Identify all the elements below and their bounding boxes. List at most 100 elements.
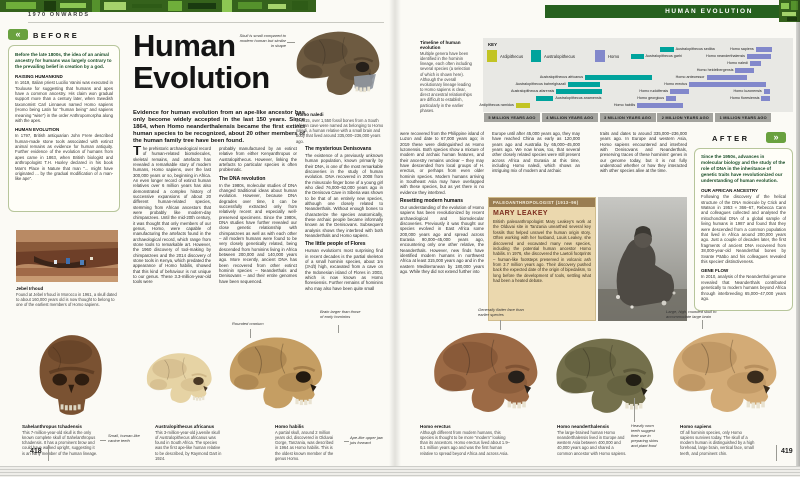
- leader-line: [702, 320, 703, 329]
- timeline-bar: [660, 47, 674, 52]
- timeline-bar-label: Homo antecessor: [675, 75, 705, 79]
- before-label: BEFORE: [33, 31, 80, 40]
- flores-text: Human evolution's most surprising find i…: [305, 248, 383, 291]
- timeline-caption: Multiple genera have been identified in …: [420, 51, 472, 113]
- skull-caption-text: Although different from modern humans, t…: [420, 430, 510, 456]
- page-gutter: [389, 0, 401, 466]
- biography-name: MARY LEAKEY: [493, 210, 548, 217]
- naledi-caption: Homo naledi In 2015, over 1,550 fossil b…: [296, 112, 384, 144]
- timeline-bar-label: Homo luzonensis: [733, 89, 762, 93]
- homo-naledi-skull-image: [288, 24, 390, 110]
- after-panel: Since the 1950s, advances in molecular b…: [694, 148, 793, 311]
- skull-caption-title: Australopithecus africanus: [155, 424, 215, 429]
- legend-label-australopithecus: Australopithecus: [544, 54, 575, 59]
- neanderthalensis-skull-image: [546, 334, 666, 426]
- article-col2-text: In the 1980s, molecular studies of DNA c…: [219, 182, 297, 284]
- leader-line: [287, 42, 295, 43]
- timeline-bar: [666, 96, 676, 101]
- skull-caption-text: The large-brained human Homo neanderthal…: [557, 430, 627, 456]
- timeline-axis-label: 2 MILLION YEARS AGO: [657, 113, 714, 122]
- article2-col2: Europe until after 45,000 years ago, the…: [492, 131, 580, 174]
- timeline-bar-label: Homo naledi: [727, 61, 748, 65]
- article-col3: The mysterious Denisovans The existence …: [305, 143, 383, 315]
- legend-label-homo: Homo: [608, 54, 620, 59]
- skull-caption-title: Homo neanderthalensis: [557, 424, 610, 429]
- timeline-bar: [637, 103, 684, 108]
- naledi-annotation: Skull is small compared to modern human …: [239, 33, 286, 48]
- habilis-annotation-brain: Brain larger than those of early hominin…: [320, 309, 361, 319]
- timeline-key-label: KEY: [488, 42, 498, 47]
- timeline-bar: [689, 82, 767, 87]
- timeline-bar-label: Australopithecus garhi: [645, 54, 683, 58]
- timeline-panel: KEY Ardipithecus Australopithecus Homo A…: [479, 38, 793, 112]
- timeline-bar-label: Australopithecus bahrelghazali: [515, 82, 566, 86]
- leader-line: [500, 320, 501, 330]
- flores-heading: The little people of Flores: [305, 241, 366, 248]
- timeline-bar-label: Homo georgicus: [637, 96, 665, 100]
- after-heading-1: OUR AFRICAN ANCESTRY: [701, 188, 758, 194]
- skull-caption-text: This 7-million-year-old skull is the onl…: [22, 430, 98, 456]
- timeline-axis-label: 4 MILLION YEARS AGO: [541, 113, 598, 122]
- article2-col1: were recovered from the Philippine islan…: [400, 131, 484, 331]
- africanus-annotation: Rounded cranium: [232, 321, 264, 326]
- habilis-skull-image: [220, 330, 334, 424]
- timeline-bar: [761, 96, 771, 101]
- skull-caption-title: Homo erectus: [420, 424, 451, 429]
- timeline-bar-label: Australopithecus anamensis: [555, 96, 602, 100]
- timeline-bar: [536, 96, 554, 101]
- dna-revolution-heading: The DNA revolution: [219, 175, 266, 182]
- resetting-heading: Resetting modern humans: [400, 197, 464, 204]
- biography-box: PALEOANTHROPOLOGIST (1913–96) MARY LEAKE…: [488, 197, 596, 321]
- header-rule: [28, 21, 384, 23]
- legend-swatch-homo: [595, 50, 605, 62]
- timeline-bar-label: Homo neanderthalensis: [706, 54, 745, 58]
- legend-swatch-ardipithecus: [487, 50, 497, 62]
- africanus-skull-image: [140, 340, 220, 422]
- pagenum-rule: [48, 445, 49, 461]
- timeline-bar: [567, 82, 600, 87]
- article-col2-intro: probably manufactured by an extinct rela…: [219, 146, 297, 173]
- jebel-caption-title: Jebel Irhoud: [16, 286, 44, 291]
- sapiens-caption: Homo sapiens Of all hominin species, onl…: [680, 424, 755, 456]
- skull-caption-title: Sahelanthropus tchadensis: [22, 424, 82, 429]
- skull-caption-text: Of all hominin species, only Homo sapien…: [680, 430, 755, 456]
- timeline-bar-label: Homo sapiens: [730, 47, 754, 51]
- before-panel: Before the late 1800s, the idea of an an…: [8, 45, 120, 212]
- timeline-bar: [556, 89, 603, 94]
- legend-swatch-australopithecus: [531, 50, 541, 62]
- leader-line: [338, 325, 339, 333]
- timeline-bar: [746, 54, 771, 59]
- before-heading-1: RAISING HUMANKIND: [15, 74, 63, 80]
- erectus-annotation: Generally flatter face than earlier spec…: [478, 307, 524, 317]
- book-page-edges: [0, 466, 800, 477]
- africanus-caption: Australopithecus africanus This 3-millio…: [155, 424, 223, 461]
- after-body-2: In 2010, analysis of the Neanderthal gen…: [701, 274, 786, 301]
- biography-text: British paleoanthropologist Mary Leakey'…: [493, 219, 592, 284]
- timeline-bar-label: Homo floresiensis: [730, 96, 760, 100]
- section-kicker: 1970 ONWARDS: [28, 12, 90, 18]
- leader-line: [344, 441, 349, 442]
- after-body-1: Following the discovery of the helical s…: [701, 194, 786, 264]
- timeline-caption-block: Timeline of human evolution Multiple gen…: [420, 40, 474, 113]
- sahelanthropus-skull-image: [20, 330, 120, 424]
- skull-caption-title: Homo habilis: [275, 424, 304, 429]
- sahelanthropus-caption: Sahelanthropus tchadensis This 7-million…: [22, 424, 98, 456]
- leader-line: [634, 398, 635, 422]
- leader-line: [250, 329, 251, 338]
- timeline-bar: [631, 54, 644, 59]
- timeline-bar: [585, 75, 652, 80]
- timeline-bar: [706, 75, 747, 80]
- article-col1-text: he prehistoric archaeological record of …: [133, 146, 211, 285]
- timeline-bar-label: Homo erectus: [664, 82, 688, 86]
- jebel-irhoud-photo: [16, 230, 118, 282]
- timeline-axis-label: 5 MILLION YEARS AGO: [484, 113, 540, 122]
- jebel-caption-text: Found at Jebel Irhoud in Morocco in 1961…: [16, 292, 117, 308]
- running-head: HUMAN EVOLUTION: [545, 5, 779, 18]
- article2-col1-text: were recovered from the Philippine islan…: [400, 131, 484, 195]
- before-chevrons-icon: «: [8, 29, 28, 40]
- sapiens-skull-image: [660, 328, 792, 426]
- timeline-bar-label: Australopithecus sediba: [675, 47, 715, 51]
- article2-col1-text2: Our understanding of the evolution of Ho…: [400, 204, 484, 274]
- timeline-bar-label: Homo heidelbergensis: [696, 68, 734, 72]
